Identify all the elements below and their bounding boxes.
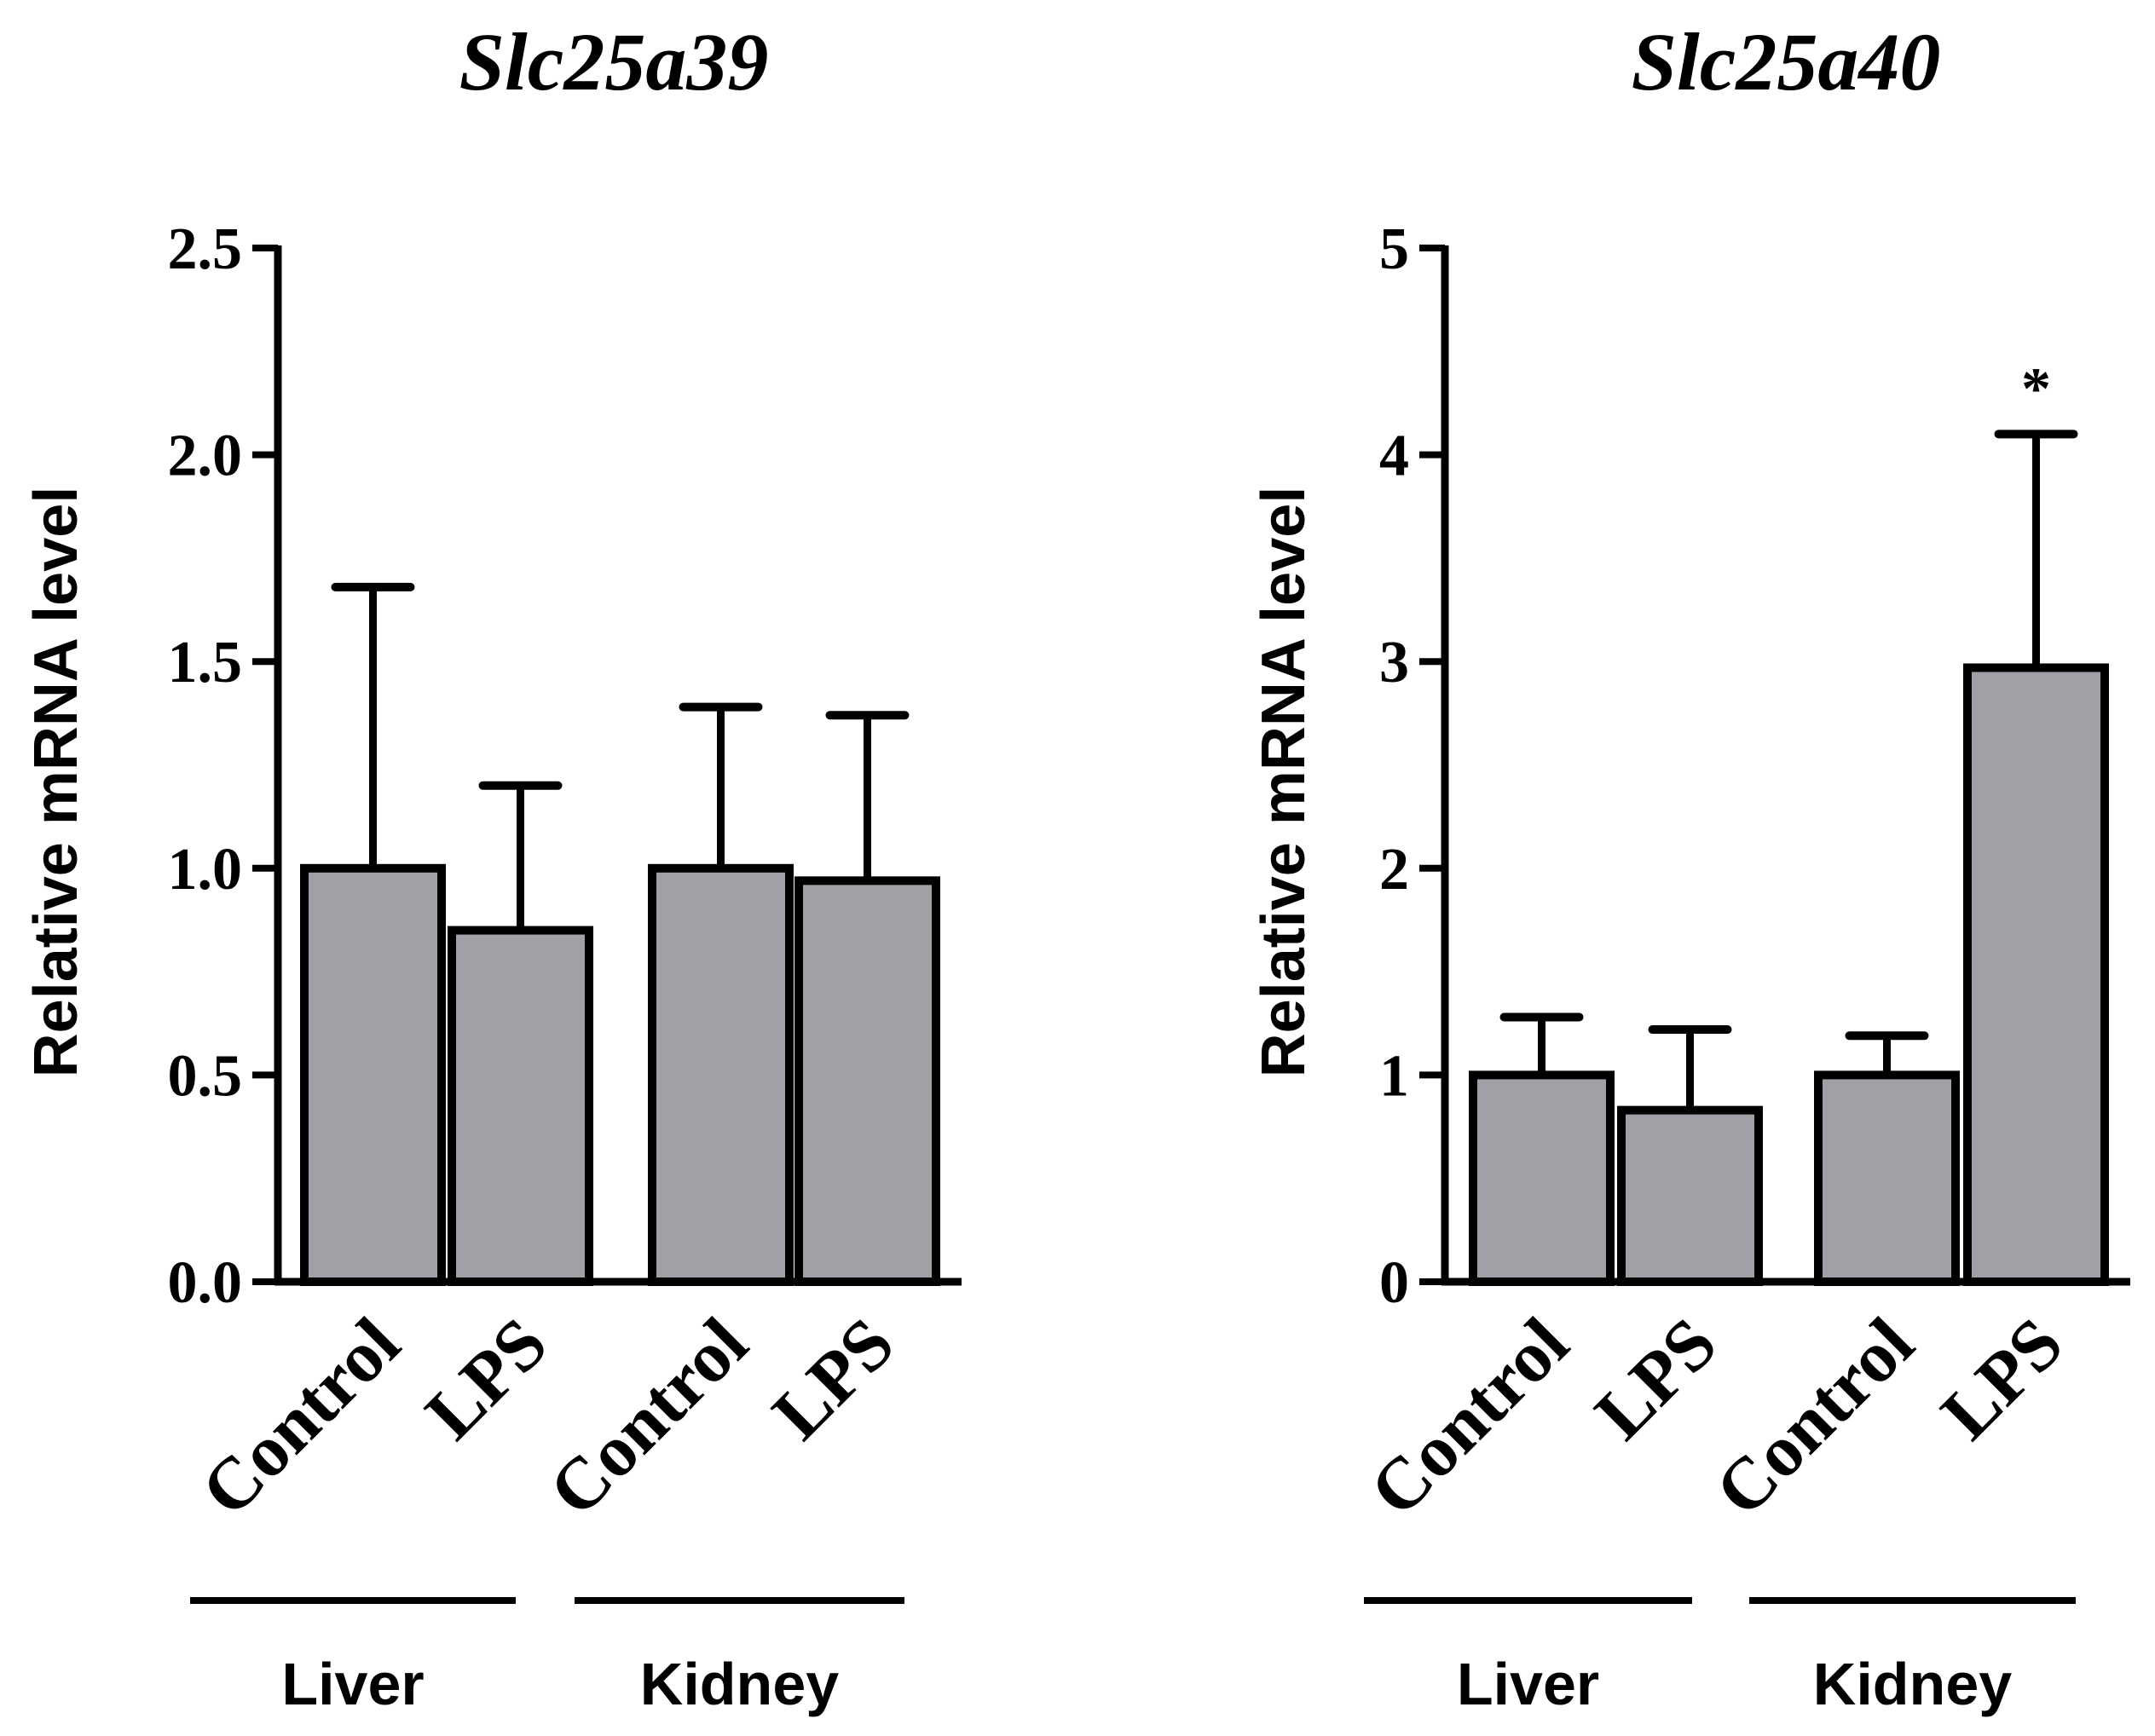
y-tick-label: 1.5 xyxy=(168,630,243,695)
bar xyxy=(1963,663,2109,1286)
bar xyxy=(1617,1105,1763,1286)
y-tick-label: 4 xyxy=(1379,424,1409,489)
y-tick-label: 3 xyxy=(1379,630,1409,695)
chart-panel-slc25a40: Slc25a40 Relative mRNA level 0 1 2 3 4 5 Control… xyxy=(1250,16,2130,1717)
category-label: LPS xyxy=(757,1302,910,1455)
category-label: Control xyxy=(1699,1302,1928,1531)
y-axis-label: Relative mRNA level xyxy=(22,487,90,1078)
y-tick-label: 0.5 xyxy=(168,1043,243,1109)
bar xyxy=(300,863,446,1286)
chart-title: Slc25a39 xyxy=(459,16,769,107)
group-label: Liver xyxy=(281,1651,424,1717)
category-label: Control xyxy=(533,1302,762,1531)
group-label: Kidney xyxy=(1813,1651,2012,1717)
category-label: LPS xyxy=(1926,1302,2078,1455)
chart-panel-slc25a39: Slc25a39 Relative mRNA level 0.0 0.5 1.0 1.5 2… xyxy=(22,16,962,1717)
bar xyxy=(648,863,794,1286)
y-tick-label: 1.0 xyxy=(168,837,243,903)
significance-marker: * xyxy=(2021,356,2051,422)
y-tick-label: 0.0 xyxy=(168,1250,243,1316)
chart-title: Slc25a40 xyxy=(1632,16,1941,107)
category-label: LPS xyxy=(1580,1302,1732,1455)
y-axis-label: Relative mRNA level xyxy=(1250,487,1318,1078)
y-tick-label: 5 xyxy=(1379,216,1409,282)
bar xyxy=(794,876,940,1286)
y-tick-label: 2.0 xyxy=(168,424,243,489)
bar xyxy=(448,926,593,1286)
bar xyxy=(1814,1070,1960,1287)
group-label: Kidney xyxy=(640,1651,839,1717)
y-tick-label: 1 xyxy=(1379,1043,1409,1109)
group-label: Liver xyxy=(1457,1651,1599,1717)
category-label: Control xyxy=(1354,1302,1583,1531)
y-tick-label: 2 xyxy=(1379,837,1409,903)
y-tick-label: 2.5 xyxy=(168,216,243,282)
category-label: LPS xyxy=(410,1302,563,1455)
bar xyxy=(1469,1070,1615,1287)
category-label: Control xyxy=(185,1302,414,1531)
y-tick-label: 0 xyxy=(1379,1250,1409,1316)
